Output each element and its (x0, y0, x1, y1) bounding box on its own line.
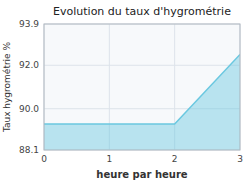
y-tick-label: 90.0 (19, 104, 39, 114)
plot-frame (44, 24, 240, 150)
x-tick-label: 0 (41, 154, 47, 164)
chart-title: Evolution du taux d'hygrométrie (53, 5, 231, 18)
x-tick-label: 3 (237, 154, 243, 164)
plot-background (44, 24, 240, 150)
x-axis-label: heure par heure (96, 169, 187, 180)
grid (44, 24, 240, 150)
y-tick-label: 88.1 (19, 145, 39, 155)
data-group (44, 54, 240, 150)
chart-svg: 88.1 90.0 92.0 93.9 0 1 2 3 Evolution du taux d'… (0, 0, 250, 188)
y-grid-line (44, 65, 240, 66)
y-tick-label: 92.0 (19, 60, 39, 70)
chart-container: 88.1 90.0 92.0 93.9 0 1 2 3 Evolution du taux d'… (0, 0, 250, 188)
y-tick-label: 93.9 (19, 19, 39, 29)
x-tick-label: 1 (106, 154, 112, 164)
area-line (44, 54, 240, 124)
y-axis-label: Taux hygrométrie % (2, 41, 12, 133)
x-tick-label: 2 (172, 154, 178, 164)
area-fill (44, 54, 240, 150)
